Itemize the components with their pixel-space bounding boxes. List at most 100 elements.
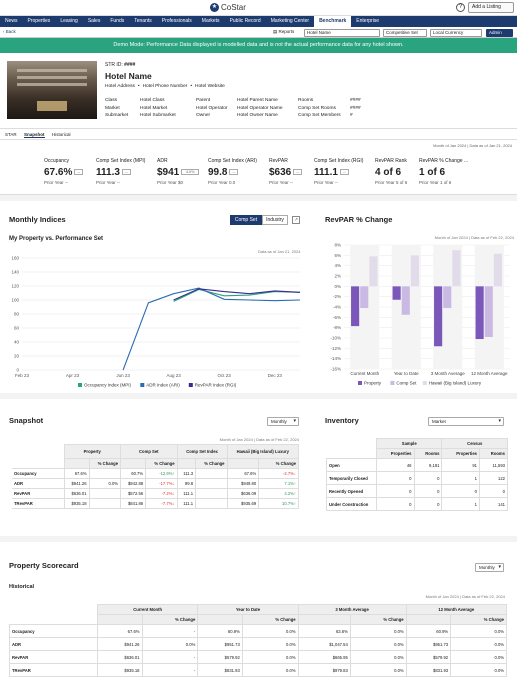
kpi-strip: Month of Jan 2024 | Data as of Jan 21, 2…: [0, 140, 517, 195]
nav-item-leasing[interactable]: Leasing: [60, 18, 78, 24]
table-cell: -2.7%↓: [258, 468, 299, 479]
snapshot-group-header: Property: [63, 444, 122, 459]
nav-item-markets[interactable]: Markets: [201, 18, 220, 24]
kpi-value: 111.3 --: [96, 167, 145, 178]
legend-swatch: [188, 383, 193, 387]
tab-snapshot[interactable]: Snapshot: [24, 132, 45, 138]
table-cell: $636.01: [63, 488, 90, 499]
table-cell: $941.26: [97, 637, 143, 651]
market-value: Hotel Market: [140, 105, 168, 111]
monthly-indices-title: Monthly Indices: [9, 215, 66, 224]
reports-button[interactable]: ▤ Reports: [273, 29, 294, 35]
table-cell: 0.0%: [241, 650, 299, 664]
tab-historical[interactable]: Historical: [52, 132, 71, 137]
comp-set-toggle[interactable]: Comp Set: [230, 215, 262, 225]
table-cell: 4.2%↑: [258, 488, 299, 499]
hotel-name-select[interactable]: Hotel Name: [304, 28, 380, 37]
pct-change-header: % Change: [349, 614, 407, 625]
snapshot-group-header: Hawaii (Big Island) Luxury: [226, 444, 300, 459]
nav-item-professionals[interactable]: Professionals: [161, 18, 192, 24]
admin-button[interactable]: Admin: [486, 28, 513, 37]
bar: [392, 286, 401, 300]
table-cell: 1: [441, 497, 480, 511]
nav-item-enterprise[interactable]: Enterprise: [356, 18, 380, 24]
legend-swatch: [390, 381, 395, 385]
table-cell: $935.18: [97, 663, 143, 677]
table-cell: 99.8: [176, 478, 197, 489]
operator-label: Hotel Operator: [196, 105, 228, 111]
currency-select[interactable]: Local Currency: [430, 28, 482, 37]
costar-logo-icon: ★: [210, 3, 219, 12]
scorecard-group-header: Year to Date: [197, 604, 299, 615]
y-tick-label: -6%: [333, 315, 341, 320]
series-line: [173, 288, 301, 301]
kpi-card: Occupancy 67.6% -- Prior Year --: [44, 158, 84, 185]
inventory-scope-dropdown[interactable]: Market: [428, 417, 504, 426]
tab-star[interactable]: STAR: [5, 132, 17, 137]
table-row: TRevPAR $935.18- $831.93 0.0% $979.83 0.0% $83…: [9, 663, 507, 677]
hotel-website[interactable]: Hotel Website: [195, 84, 225, 89]
table-cell: 7.1%↑: [258, 478, 299, 489]
pct-change-header: % Change: [258, 458, 299, 469]
separator: [0, 536, 517, 542]
help-icon[interactable]: ?: [456, 3, 465, 12]
nav-item-tenants[interactable]: Tenants: [134, 18, 152, 24]
back-link[interactable]: ‹ Back: [3, 29, 16, 34]
nav-item-public-record[interactable]: Public Record: [229, 18, 261, 24]
legend-label: Comp Set: [396, 381, 417, 386]
nav-item-properties[interactable]: Properties: [27, 18, 51, 24]
snapshot-panel: Snapshot Monthly Month of Jan 2024 | Dat…: [0, 399, 313, 536]
costar-logo[interactable]: ★ CoStar: [210, 3, 246, 12]
table-cell: 0: [376, 471, 415, 485]
snapshot-period-dropdown[interactable]: Monthly: [267, 417, 299, 426]
kpi-sparkline-icon: --: [74, 169, 84, 176]
legend-label: Occupancy Index (MPI): [84, 383, 132, 388]
nav-item-marketing-center[interactable]: Marketing Center: [270, 18, 310, 24]
table-cell: 0: [413, 471, 443, 485]
x-tick-label: Year to Date: [394, 371, 419, 376]
y-tick-label: 140: [11, 270, 19, 275]
add-listing-button[interactable]: Add a Listing: [468, 2, 514, 13]
nav-item-sales[interactable]: Sales: [87, 18, 101, 24]
kpi-value-text: 111.3: [96, 167, 120, 178]
y-tick-label: 4%: [334, 263, 341, 268]
view-tabs: STAR Snapshot Historical: [0, 130, 517, 140]
table-cell: [195, 488, 228, 499]
inventory-panel: Inventory Market SampleCensusPropertiesR…: [318, 399, 517, 536]
row-label: ADR: [12, 478, 65, 489]
bar: [351, 286, 360, 327]
y-tick-label: -4%: [333, 305, 341, 310]
industry-toggle[interactable]: Industry: [262, 215, 288, 225]
inventory-group-header: Census: [441, 438, 508, 449]
monthly-subtitle: My Property vs. Performance Set: [9, 236, 104, 242]
table-cell: 0: [441, 484, 480, 498]
comp-set-select[interactable]: Competitive Set: [383, 28, 427, 37]
scorecard-period-dropdown[interactable]: Monthly: [475, 563, 504, 572]
parent-label: Parent: [196, 98, 211, 103]
nav-item-news[interactable]: News: [5, 18, 18, 24]
table-cell: 91: [441, 458, 480, 472]
kpi-card: Comp Set Index (MPI) 111.3 -- Prior Year --: [96, 158, 145, 185]
legend-label: Property: [364, 381, 382, 386]
legend-swatch: [140, 383, 145, 387]
demo-banner: Demo Mode: Performance Data displayed is…: [0, 38, 517, 53]
kpi-sparkline-icon: --: [229, 169, 239, 176]
table-cell: 0: [376, 484, 415, 498]
table-cell: 0.0%: [450, 663, 507, 677]
legend-swatch: [78, 383, 82, 387]
brand-name: CoStar: [221, 3, 246, 12]
table-cell: -12.9%↑: [145, 468, 178, 479]
bar: [452, 250, 461, 287]
x-tick-label: Oct 23: [218, 373, 232, 378]
kpi-value: $941 4.0%: [157, 167, 200, 178]
table-cell: 1: [441, 471, 480, 485]
table-cell: 0.0%: [450, 650, 507, 664]
bar: [484, 286, 493, 337]
kpi-value-text: 111.1: [314, 167, 338, 178]
kpi-value: 99.8 --: [208, 167, 257, 178]
expand-icon[interactable]: ↗: [292, 216, 300, 224]
nav-item-benchmark[interactable]: Benchmark: [314, 16, 352, 27]
row-label: TRevPAR: [9, 663, 98, 677]
nav-item-funds[interactable]: Funds: [110, 18, 125, 24]
kpi-label: Comp Set Index (MPI): [96, 158, 146, 164]
